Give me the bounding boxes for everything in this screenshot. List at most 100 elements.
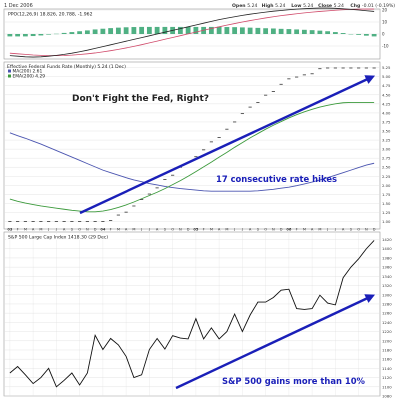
fed-funds-y-tick-label: 4.25: [382, 101, 391, 106]
fed-funds-x-ticks: 03 F M A M J J A S O N D 04 F M A M J J A S O N D 05 F M A M J J A S O N D 0…: [7, 228, 375, 232]
annotation-dont-fight-fed: Don't Fight the Fed, Right?: [72, 94, 209, 104]
ppo-histogram-bar: [317, 30, 323, 34]
ppo-histogram-bar: [84, 30, 90, 34]
ppo-histogram-bar: [30, 34, 36, 37]
ppo-histogram-bar: [294, 29, 300, 34]
fed-funds-y-tick-label: 2.25: [382, 174, 391, 179]
sp500-y-tick-label: 1180: [382, 347, 392, 352]
fed-funds-y-tick-label: 3.00: [382, 147, 391, 152]
fed-funds-x-tick-label: M: [303, 228, 306, 232]
ppo-histogram-bar: [224, 27, 230, 34]
sp500-line: [9, 240, 375, 388]
ppo-histogram-bar: [208, 26, 214, 34]
ppo-histogram-bar: [146, 26, 152, 34]
sp500-y-tick-label: 1140: [382, 366, 392, 371]
fed-funds-grid: [4, 67, 380, 222]
fed-funds-y-tick-label: 4.50: [382, 92, 391, 97]
ppo-histogram-bar: [77, 31, 83, 34]
fed-funds-legend-item: MA(200) 2.61: [13, 69, 43, 75]
sp500-y-tick-label: 1340: [382, 274, 392, 279]
fed-funds-x-tick-label: J: [55, 228, 57, 232]
header-date: 1 Dec 2006: [4, 3, 33, 9]
ppo-histogram-bar: [216, 26, 222, 34]
ppo-panel: 20 10 0 -10 PPO(12,26,9) 18.826, 20.788, -1…: [3, 8, 389, 60]
sp500-y-tick-label: 1400: [382, 246, 392, 251]
fed-funds-x-tick-label: N: [365, 228, 368, 232]
ppo-histogram-bar: [162, 26, 168, 34]
ppo-histogram-bar: [92, 29, 98, 34]
ppo-legend: PPO(12,26,9) 18.826, 20.788, -1.962: [8, 12, 93, 18]
sp500-y-tick-label: 1160: [382, 357, 392, 362]
ma200-line: [9, 132, 375, 192]
header-ohlc-low: Low 5.24: [291, 3, 313, 9]
ppo-histogram-bar: [193, 26, 199, 34]
fed-funds-x-tick-label: F: [296, 228, 298, 232]
sp500-y-tick-label: 1320: [382, 283, 392, 288]
fed-funds-x-tick-label: 04: [100, 228, 106, 232]
fed-funds-y-ticks: 5.25 5.00 4.75 4.50 4.25 4.00 3.75 3.50 3.25 3.00…: [382, 65, 391, 224]
fed-funds-panel: 5.25 5.00 4.75 4.50 4.25 4.00 3.75 3.50 3.25 3.00…: [3, 61, 391, 232]
ppo-y-tick-label: -10: [382, 44, 389, 49]
fed-funds-x-tick-label: F: [110, 228, 112, 232]
fed-funds-x-tick-label: A: [125, 228, 128, 232]
fed-funds-x-tick-label: O: [264, 228, 267, 232]
ppo-y-tick-label: 20: [382, 8, 388, 13]
fed-funds-y-tick-label: 4.00: [382, 110, 391, 115]
sp500-y-tick-label: 1260: [382, 311, 392, 316]
sp500-y-tick-label: 1300: [382, 292, 392, 297]
sp500-panel: 1420 1400 1380 1360 1340 1320 1300 1280 1260 1240…: [3, 231, 392, 399]
ppo-signal-line: [9, 8, 375, 56]
ppo-histogram-bar: [185, 26, 191, 34]
fed-funds-x-tick-label: 06: [286, 228, 292, 232]
fed-funds-legend-swatch: [8, 74, 11, 78]
sp500-title: S&P 500 Large Cap Index 1418.30 (29 Dec): [8, 235, 108, 241]
fed-funds-y-tick-label: 3.75: [382, 119, 391, 124]
header-ohlc: Open 5.24 High 5.24 Low 5.24 Close 5.24 Chg …: [232, 3, 395, 9]
ppo-histogram-bar: [177, 26, 183, 34]
fed-funds-x-tick-label: A: [311, 228, 314, 232]
ppo-histogram-bar: [263, 28, 269, 34]
fed-funds-x-tick-label: N: [272, 228, 275, 232]
fed-funds-x-tick-label: J: [47, 228, 49, 232]
ppo-histogram-bar: [301, 29, 307, 34]
header-ohlc-open: Open 5.24: [232, 3, 257, 9]
ppo-histogram-bar: [239, 27, 245, 34]
fed-funds-y-tick-label: 5.00: [382, 74, 391, 79]
sp500-y-tick-label: 1380: [382, 255, 392, 260]
sp500-y-tick-label: 1220: [382, 329, 392, 334]
fed-funds-x-tick-label: S: [164, 228, 167, 232]
ppo-histogram-bar: [38, 34, 44, 36]
sp500-y-tick-label: 1200: [382, 338, 392, 343]
header-ohlc-close: Close 5.24: [318, 3, 344, 9]
sp500-y-tick-label: 1120: [382, 375, 392, 380]
ppo-histogram-bar: [270, 28, 276, 34]
ppo-histogram-bar: [325, 31, 331, 34]
fed-funds-x-tick-label: O: [171, 228, 174, 232]
fed-funds-x-tick-label: J: [140, 228, 142, 232]
fed-funds-x-tick-label: A: [156, 228, 159, 232]
ppo-histogram-bar: [123, 27, 129, 34]
fed-funds-y-tick-label: 1.75: [382, 192, 391, 197]
annotation-rate-hikes: 17 consecutive rate hikes: [216, 174, 337, 184]
fed-funds-y-tick-label: 1.00: [382, 219, 391, 224]
fed-funds-x-tick-label: J: [326, 228, 328, 232]
fed-funds-x-tick-label: A: [342, 228, 345, 232]
fed-funds-x-tick-label: N: [179, 228, 182, 232]
ppo-histogram-bar: [255, 27, 261, 34]
fed-funds-x-tick-label: F: [203, 228, 205, 232]
ppo-histogram-bar: [232, 27, 238, 34]
fed-funds-x-tick-label: F: [17, 228, 19, 232]
header-ohlc-high: High 5.24: [262, 3, 286, 9]
sp500-y-tick-label: 1080: [382, 394, 392, 399]
ppo-histogram-bar: [115, 27, 121, 34]
fed-funds-x-tick-label: A: [249, 228, 252, 232]
fed-funds-x-tick-label: D: [187, 228, 190, 232]
ppo-histogram-bar: [100, 28, 106, 34]
ppo-histogram-bar: [309, 30, 315, 34]
fed-funds-x-tick-label: A: [63, 228, 66, 232]
ppo-histogram-bar: [340, 33, 346, 34]
ppo-histogram-bar: [371, 34, 377, 37]
ppo-histogram-bar: [22, 34, 28, 37]
fed-funds-x-tick-label: M: [210, 228, 213, 232]
